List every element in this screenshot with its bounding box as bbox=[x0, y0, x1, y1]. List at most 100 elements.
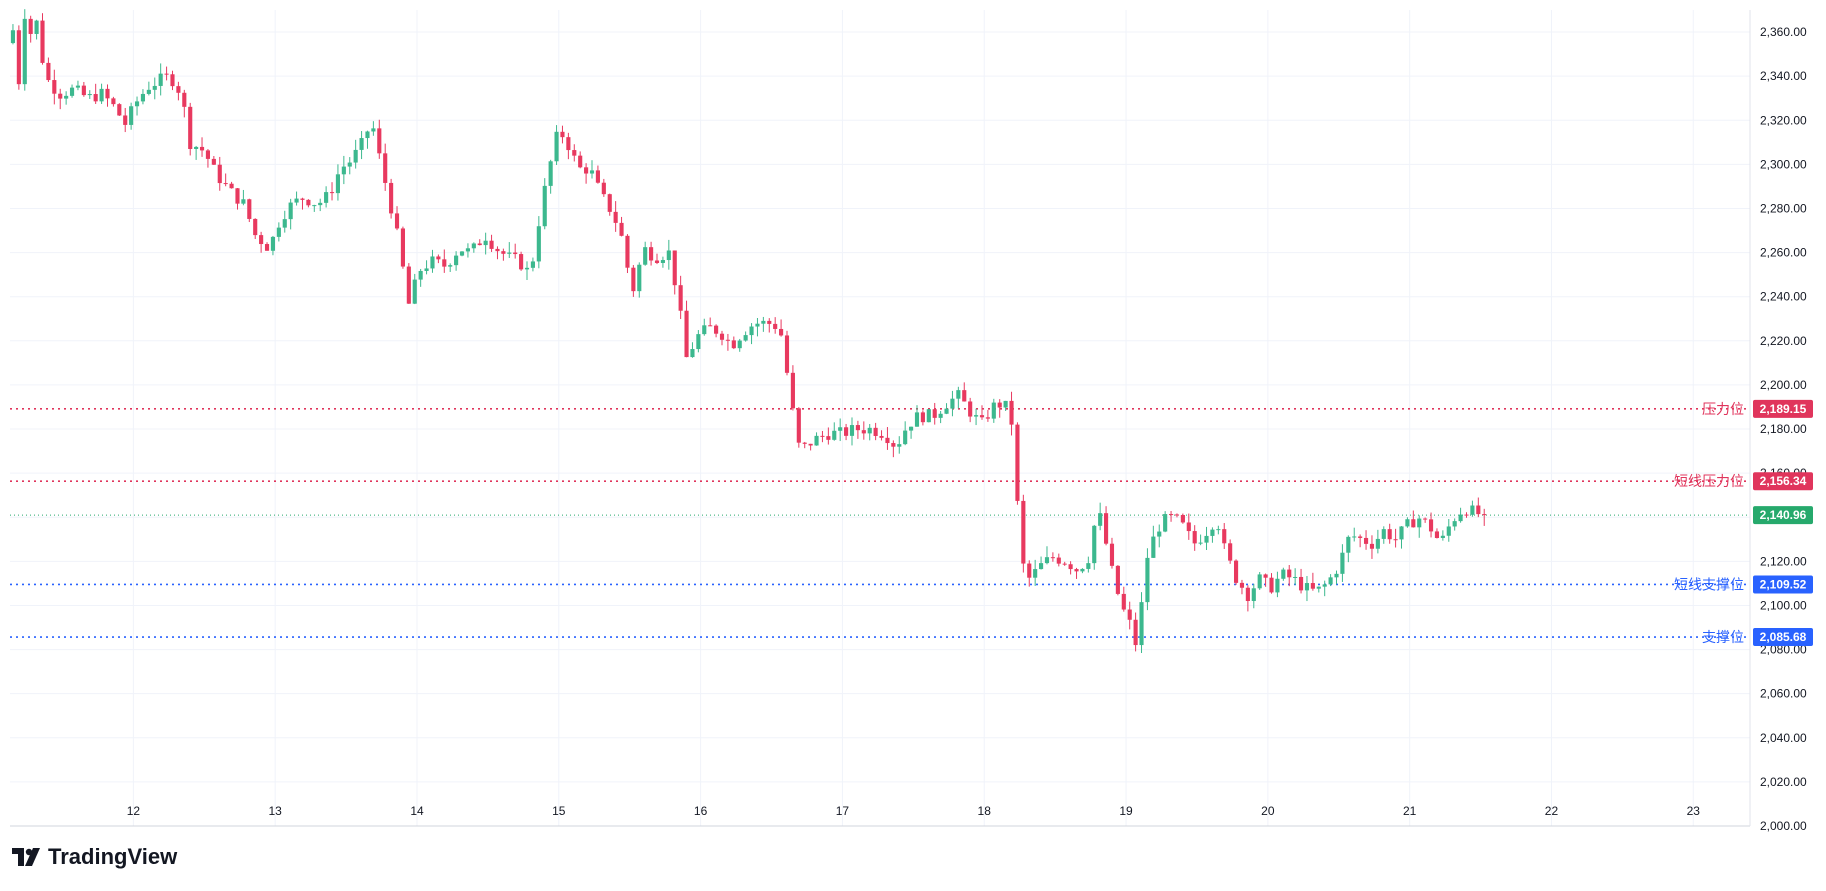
candle bbox=[1346, 535, 1351, 563]
candle-body bbox=[1233, 560, 1239, 583]
candle-body bbox=[318, 202, 323, 206]
candle-body bbox=[991, 402, 996, 419]
candle bbox=[1257, 572, 1262, 590]
time-tick-label: 15 bbox=[552, 804, 566, 818]
candle bbox=[394, 206, 400, 231]
candle bbox=[64, 91, 69, 105]
level-price-tag bbox=[1753, 575, 1813, 594]
candle bbox=[1446, 519, 1451, 542]
candle bbox=[584, 163, 589, 184]
candle bbox=[572, 144, 577, 162]
time-tick-label: 14 bbox=[410, 804, 424, 818]
candle-body bbox=[1092, 525, 1097, 564]
candle bbox=[1369, 535, 1375, 559]
candle bbox=[199, 137, 205, 157]
candle bbox=[678, 275, 683, 320]
candle bbox=[217, 156, 222, 191]
candle bbox=[1021, 494, 1026, 573]
candle bbox=[389, 178, 394, 219]
candle bbox=[1334, 570, 1339, 585]
candle-body bbox=[1352, 536, 1357, 538]
candle-body bbox=[1434, 531, 1440, 538]
candle-body bbox=[501, 251, 506, 254]
candle bbox=[501, 248, 506, 261]
candle bbox=[530, 257, 535, 272]
candle bbox=[1298, 568, 1304, 594]
candle bbox=[40, 13, 45, 65]
candle bbox=[418, 268, 423, 287]
candle-body bbox=[1452, 521, 1457, 527]
candle bbox=[1399, 526, 1404, 549]
candle bbox=[16, 25, 21, 90]
time-axis-labels[interactable]: 12 13 14 15 16 17 18 19 20 21 22 23 bbox=[127, 804, 1701, 818]
candle bbox=[1434, 528, 1440, 539]
candle-body bbox=[566, 137, 571, 151]
candle-body bbox=[146, 89, 151, 94]
candle bbox=[1245, 585, 1250, 612]
candle bbox=[1003, 400, 1008, 412]
candle-body bbox=[223, 183, 228, 185]
candle-body bbox=[985, 417, 990, 419]
candle bbox=[1121, 586, 1126, 612]
candle bbox=[1464, 512, 1469, 518]
candle bbox=[903, 421, 908, 446]
candle-body bbox=[796, 408, 801, 443]
candle-body bbox=[199, 146, 205, 151]
candle-body bbox=[631, 267, 636, 292]
candle bbox=[844, 423, 849, 441]
candle-body bbox=[861, 430, 866, 434]
candle bbox=[684, 300, 689, 358]
candle bbox=[1109, 537, 1115, 569]
candle bbox=[371, 121, 376, 136]
level-price-tag-text: 2,156.34 bbox=[1760, 474, 1807, 488]
candle bbox=[1328, 574, 1333, 587]
candle bbox=[211, 155, 216, 166]
candle-body bbox=[170, 74, 175, 87]
candle bbox=[737, 338, 742, 352]
candle-body bbox=[1251, 588, 1256, 602]
candle bbox=[241, 189, 246, 206]
candle bbox=[1127, 601, 1132, 630]
candle bbox=[324, 186, 329, 208]
candle-body bbox=[134, 101, 140, 107]
candle bbox=[595, 165, 600, 184]
candle bbox=[654, 253, 660, 265]
candle bbox=[672, 250, 677, 295]
candle-body bbox=[1056, 557, 1061, 564]
candle-body bbox=[1062, 563, 1067, 565]
candle bbox=[69, 84, 75, 98]
candle bbox=[134, 96, 140, 116]
tradingview-logo[interactable]: TradingView bbox=[12, 844, 178, 869]
candle-body bbox=[1298, 576, 1304, 591]
candle bbox=[140, 89, 146, 105]
candle-body bbox=[406, 266, 411, 304]
candle bbox=[306, 199, 311, 208]
candle-body bbox=[838, 427, 843, 431]
candle-body bbox=[725, 339, 730, 341]
candle-body bbox=[341, 166, 346, 175]
candle bbox=[341, 155, 346, 185]
tradingview-logo-icon bbox=[12, 848, 40, 866]
candle-body bbox=[270, 236, 276, 251]
candle-body bbox=[294, 198, 299, 203]
candle bbox=[105, 84, 110, 107]
candle-body bbox=[264, 244, 270, 251]
candle bbox=[294, 191, 299, 206]
candle bbox=[1293, 568, 1298, 585]
candle bbox=[790, 365, 795, 411]
candle bbox=[708, 317, 713, 327]
candle bbox=[773, 317, 778, 334]
candle bbox=[1086, 556, 1091, 573]
candle-body bbox=[595, 170, 600, 183]
candle-body bbox=[714, 325, 719, 334]
candle bbox=[471, 242, 476, 253]
candle-body bbox=[820, 435, 825, 437]
candle bbox=[75, 80, 81, 91]
candle-body bbox=[1098, 513, 1103, 526]
candle bbox=[87, 90, 92, 99]
candle-body bbox=[306, 199, 311, 206]
candle bbox=[1281, 567, 1286, 581]
candle-body bbox=[123, 115, 128, 125]
